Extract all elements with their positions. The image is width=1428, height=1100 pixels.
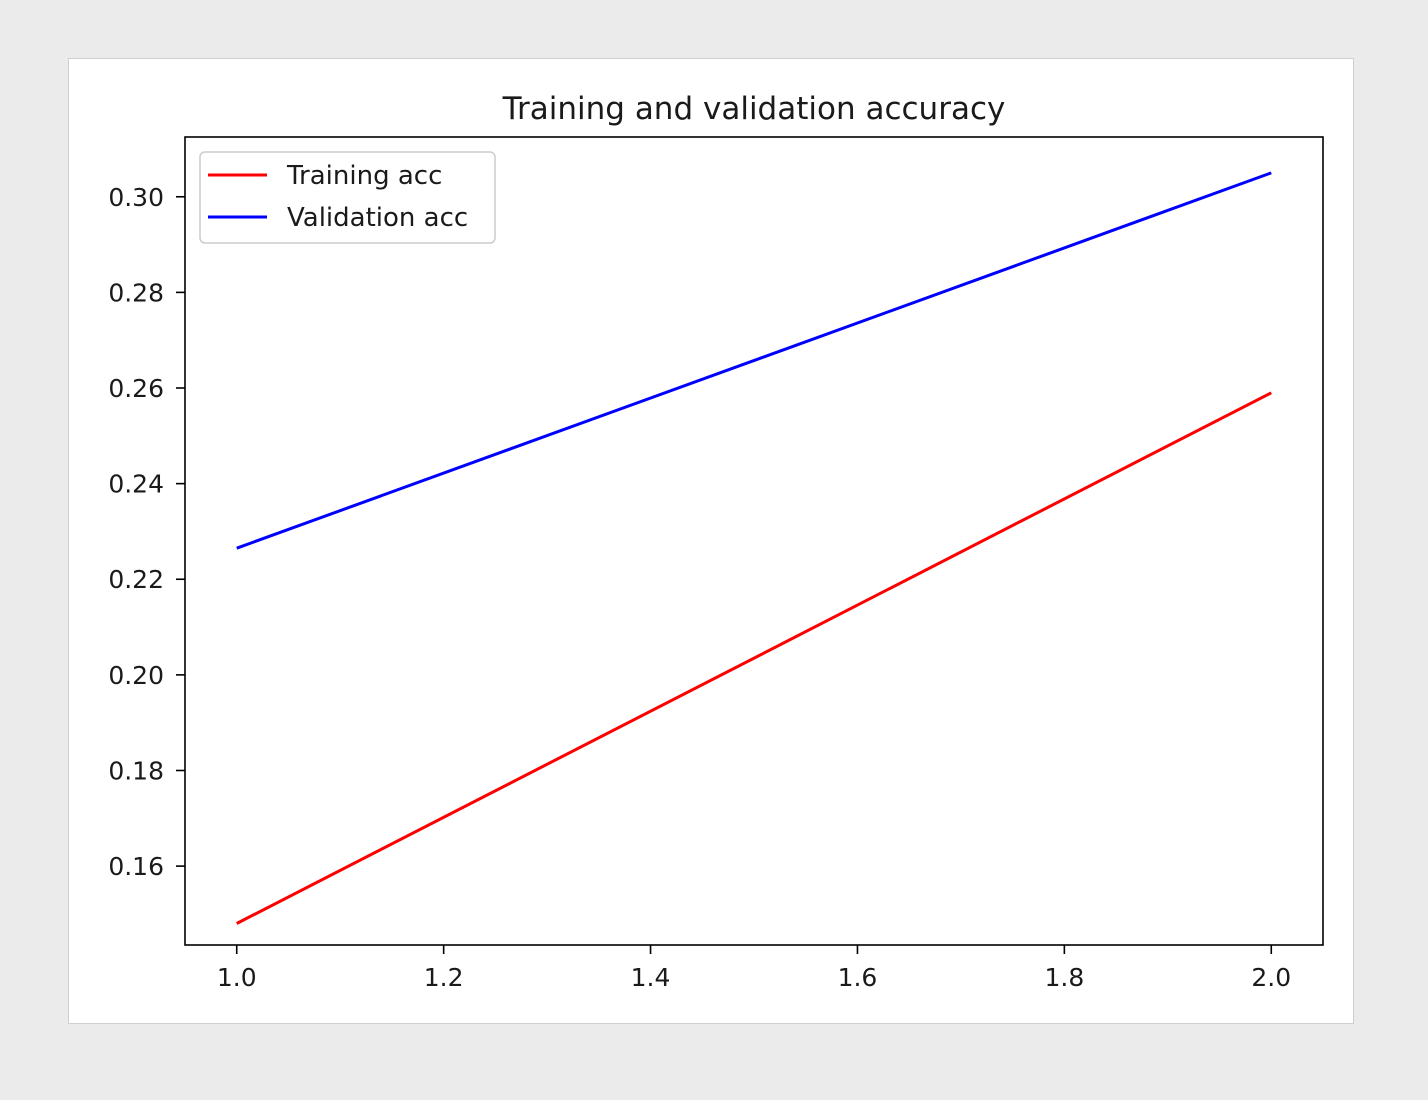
plot-area-frame (184, 136, 1324, 946)
x-axis: 1.0 1.2 1.4 1.6 1.8 2.0 (217, 945, 1291, 992)
legend-label-0: Training acc (286, 161, 442, 191)
series-layer (236, 171, 1272, 925)
chart-title: Training and validation accuracy (502, 91, 1006, 127)
y-tick-label: 0.22 (108, 565, 164, 594)
y-tick-label: 0.26 (108, 374, 164, 403)
legend-box (199, 151, 496, 244)
y-axis: 0.16 0.18 0.20 0.22 0.24 0.26 0.28 0.30 (108, 183, 185, 881)
y-tick-label: 0.30 (108, 183, 164, 212)
x-tick-label: 1.2 (424, 963, 464, 992)
legend-label-1: Validation acc (287, 203, 468, 233)
y-tick-label: 0.16 (108, 852, 164, 881)
series-line-1 (236, 171, 1272, 550)
series-line-0 (236, 391, 1272, 925)
y-tick-label: 0.20 (108, 661, 164, 690)
chart: Training and validation accuracy 1.0 1.2 1… (108, 91, 1324, 992)
x-tick-label: 1.0 (217, 963, 257, 992)
x-tick-label: 1.8 (1044, 963, 1084, 992)
figure-frame: Training and validation accuracy 1.0 1.2 1… (68, 58, 1354, 1024)
y-tick-label: 0.24 (108, 470, 164, 499)
x-tick-label: 2.0 (1251, 963, 1291, 992)
y-tick-label: 0.28 (108, 278, 164, 307)
legend: Training acc Validation acc (199, 151, 496, 244)
y-tick-label: 0.18 (108, 756, 164, 785)
x-tick-label: 1.4 (631, 963, 671, 992)
x-tick-label: 1.6 (838, 963, 878, 992)
